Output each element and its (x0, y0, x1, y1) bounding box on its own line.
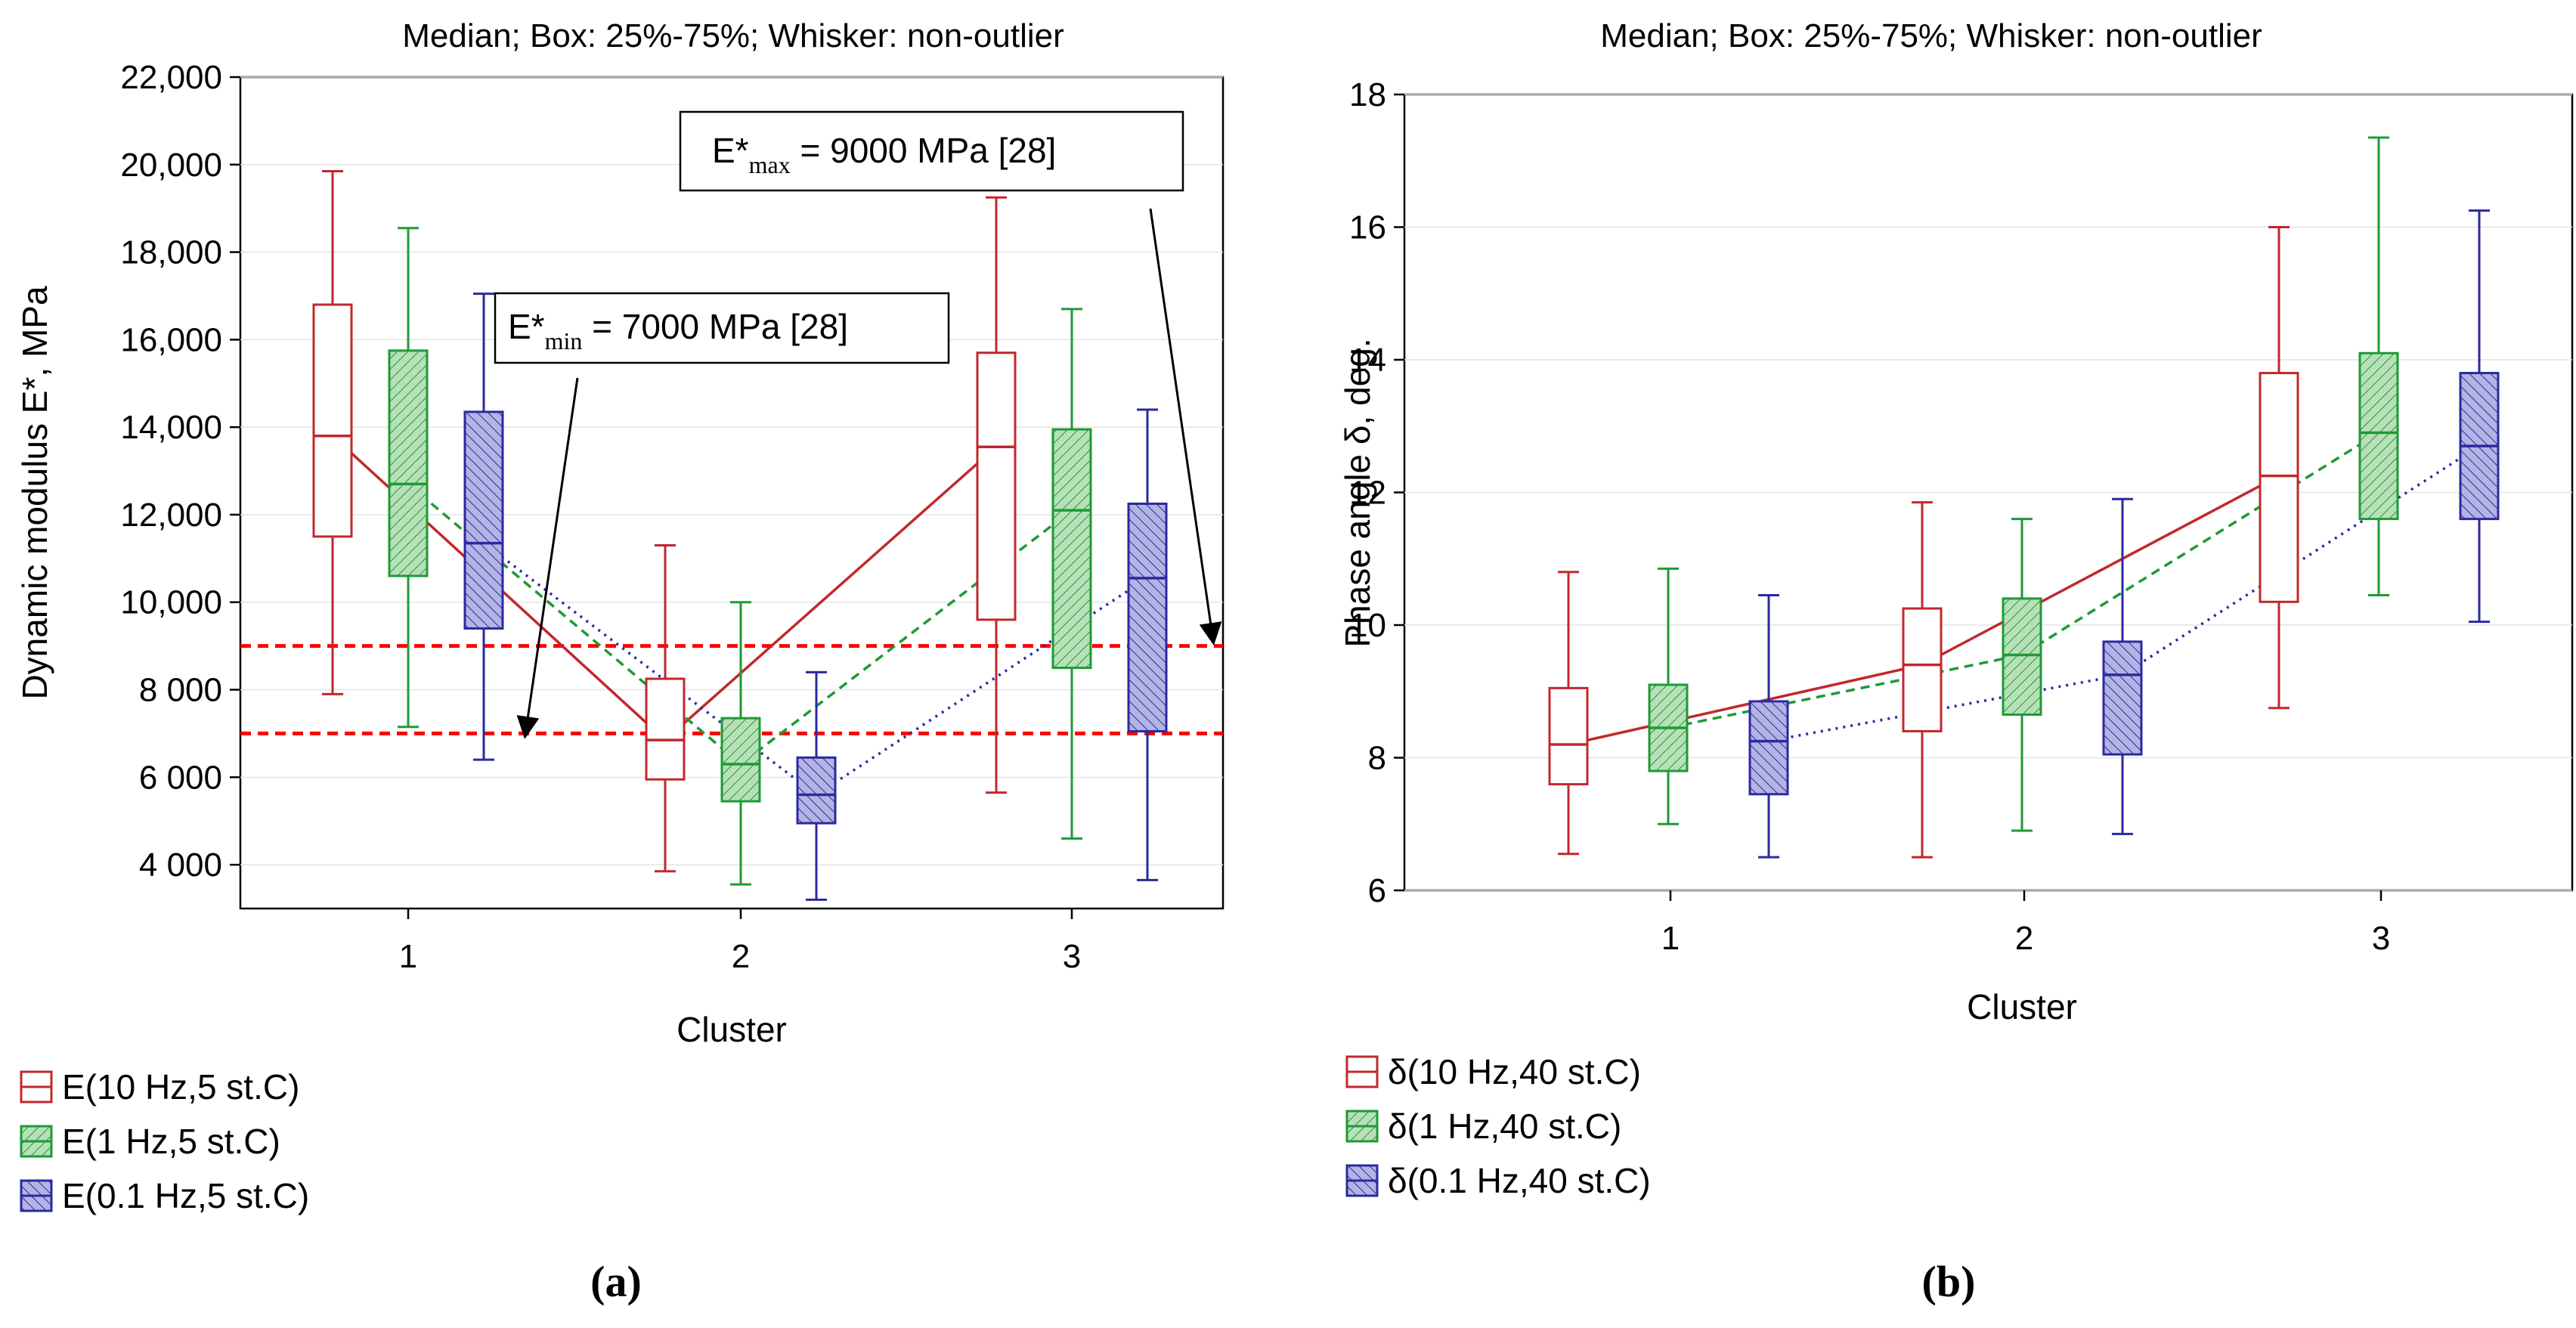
y-axis-label: Phase angle δ, deg. (1338, 338, 1377, 647)
y-tick-label: 12 (1349, 475, 1386, 512)
y-tick-label: 18,000 (120, 234, 222, 271)
legend-item-2: E(1 Hz,5 st.C) (20, 1122, 280, 1161)
box-series3-cluster1 (463, 293, 504, 761)
annotation-box (679, 110, 1184, 192)
legend: δ(10 Hz,40 st.C) δ(1 Hz,40 st.C) δ(0.1 Hz,… (1345, 1052, 1651, 1200)
legend-item-1: E(10 Hz,5 st.C) (20, 1067, 299, 1107)
iqr-box (2259, 372, 2299, 603)
x-tick-label: 2 (732, 938, 750, 975)
annotation-box (494, 292, 950, 364)
legend-item-2: δ(1 Hz,40 st.C) (1345, 1107, 1621, 1146)
y-tick-label: 14,000 (120, 409, 222, 446)
iqr-box (2358, 351, 2399, 521)
boxplots (312, 169, 1168, 901)
x-axis-ticks: 1 2 3 (1661, 890, 2390, 957)
y-tick-label: 18 (1349, 76, 1386, 113)
iqr-box (645, 677, 686, 781)
iqr-box (388, 349, 429, 577)
iqr-box (720, 717, 761, 803)
iqr-box (796, 756, 837, 825)
annotation-text: E*min = 7000 MPa [28] (508, 307, 848, 354)
box-series1-cluster3 (976, 196, 1017, 794)
panel-label: (b) (1922, 1257, 1976, 1306)
annotation-emax: E*max = 9000 MPa [28] (679, 110, 1222, 645)
median-line-2 (407, 483, 1073, 766)
legend: E(10 Hz,5 st.C) E(1 Hz,5 st.C) E(0.1 Hz,5 … (20, 1067, 309, 1215)
y-tick-label: 10 (1349, 607, 1386, 644)
annotation-text: E*max = 9000 MPa [28] (712, 131, 1056, 178)
x-tick-label: 2 (2015, 920, 2033, 957)
x-axis-label: Cluster (1967, 987, 2077, 1026)
iqr-box (2002, 597, 2042, 716)
iqr-box (976, 351, 1017, 621)
iqr-box (463, 410, 504, 630)
chart-title: Median; Box: 25%-75%; Whisker: non-outli… (1600, 17, 2262, 54)
y-tick-label: 8 (1368, 740, 1386, 777)
y-tick-label: 16 (1349, 209, 1386, 246)
iqr-box (1748, 700, 1789, 796)
y-tick-label: 8 000 (139, 672, 222, 709)
legend-label: δ(0.1 Hz,40 st.C) (1388, 1161, 1651, 1200)
box-series1-cluster2 (1902, 501, 1943, 859)
box-series3-cluster2 (796, 670, 837, 901)
chart-title: Median; Box: 25%-75%; Whisker: non-outli… (402, 17, 1064, 54)
x-axis-label: Cluster (677, 1010, 787, 1049)
legend-item-1: δ(10 Hz,40 st.C) (1345, 1052, 1641, 1091)
y-axis-ticks: 4 000 6 000 8 000 10,000 12,000 14,000 16,000 1… (120, 59, 240, 884)
box-series2-cluster1 (388, 227, 429, 729)
y-axis-label: Dynamic modulus E*, MPa (15, 286, 54, 699)
y-tick-label: 22,000 (120, 59, 222, 96)
x-tick-label: 1 (399, 938, 417, 975)
boxplots (1548, 136, 2500, 859)
box-series1-cluster1 (1548, 571, 1589, 856)
iqr-box (1127, 502, 1168, 733)
box-series1-cluster3 (2259, 226, 2299, 710)
panel-label: (a) (590, 1257, 642, 1306)
legend-label: δ(1 Hz,40 st.C) (1388, 1107, 1621, 1146)
x-tick-label: 1 (1661, 920, 1680, 957)
y-tick-label: 20,000 (120, 147, 222, 184)
y-tick-label: 4 000 (139, 847, 222, 884)
legend-item-3: δ(0.1 Hz,40 st.C) (1345, 1161, 1651, 1200)
box-series3-cluster1 (1748, 594, 1789, 859)
box-series3-cluster2 (2102, 497, 2143, 835)
box-series2-cluster3 (2358, 136, 2399, 597)
y-tick-label: 12,000 (120, 497, 222, 534)
box-series1-cluster2 (645, 543, 686, 873)
iqr-box (312, 303, 353, 538)
iqr-box (1051, 428, 1092, 670)
box-series2-cluster1 (1648, 567, 1689, 825)
annotation-arrow (1149, 208, 1222, 645)
legend-label: E(10 Hz,5 st.C) (62, 1067, 299, 1107)
y-tick-label: 6 (1368, 872, 1386, 909)
x-tick-label: 3 (2372, 920, 2390, 957)
box-series2-cluster3 (1051, 308, 1092, 840)
chart-panel-b: Median; Box: 25%-75%; Whisker: non-outli… (1338, 17, 2574, 1306)
iqr-box (1548, 686, 1589, 786)
annotation-arrow (516, 377, 579, 739)
box-series3-cluster3 (2459, 209, 2500, 624)
legend-label: E(1 Hz,5 st.C) (62, 1122, 280, 1161)
legend-item-3: E(0.1 Hz,5 st.C) (20, 1176, 309, 1215)
box-series1-cluster1 (312, 169, 353, 695)
y-tick-label: 10,000 (120, 584, 222, 621)
box-series2-cluster2 (2002, 518, 2042, 832)
legend-label: δ(10 Hz,40 st.C) (1388, 1052, 1641, 1091)
x-tick-label: 3 (1063, 938, 1081, 975)
iqr-box (1902, 607, 1943, 732)
annotation-emin: E*min = 7000 MPa [28] (494, 292, 950, 739)
box-series2-cluster2 (720, 601, 761, 886)
y-tick-label: 16,000 (120, 321, 222, 358)
y-tick-label: 14 (1349, 342, 1386, 379)
chart-panel-a: Median; Box: 25%-75%; Whisker: non-outli… (15, 17, 1225, 1306)
iqr-box (2102, 640, 2143, 756)
y-axis-ticks: 6 8 10 12 14 16 18 (1349, 76, 1404, 909)
legend-label: E(0.1 Hz,5 st.C) (62, 1176, 309, 1215)
x-axis-ticks: 1 2 3 (399, 909, 1081, 975)
y-tick-label: 6 000 (139, 759, 222, 796)
box-series3-cluster3 (1127, 408, 1168, 881)
